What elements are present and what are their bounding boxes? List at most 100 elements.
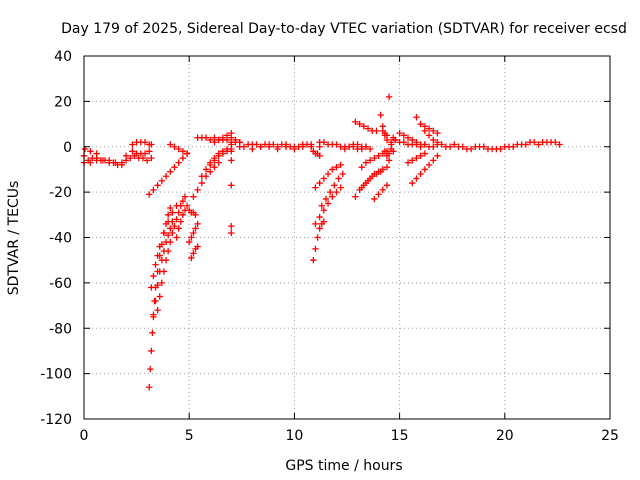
data-point [148,347,155,355]
data-point [320,139,328,146]
x-tick-label: 20 [496,428,514,444]
data-point [316,213,323,221]
data-point [421,123,429,130]
data-point [164,211,172,219]
data-point [240,143,248,150]
data-point [194,243,201,250]
data-point [430,136,437,144]
data-point [531,139,538,146]
data-point [383,132,391,139]
data-point [413,154,420,162]
data-point [459,143,466,150]
data-point [383,182,391,189]
data-point [331,182,338,189]
data-point [385,157,393,164]
data-point [175,145,182,153]
data-point [202,134,210,141]
data-point [118,161,126,169]
data-point [99,157,107,164]
y-tick-label: 20 [54,94,72,110]
data-point [192,225,199,232]
data-point [320,218,328,225]
data-point [167,168,174,175]
data-point [129,148,136,155]
data-point [141,139,149,146]
data-point [167,225,174,232]
data-point [413,114,420,121]
data-point [207,161,214,169]
data-point [409,179,416,187]
data-point [122,152,130,160]
data-point [177,218,184,225]
axis-ticks: 0 5 10 15 20 25 -120 -100 -80 -60 -40 -20 0 20 40 [40,49,619,444]
data-point [160,229,168,237]
data-point [312,220,319,228]
data-point [425,132,433,139]
data-point [167,204,174,212]
y-tick-label: 0 [63,140,72,156]
data-point [175,225,182,232]
data-point [211,163,218,171]
data-point [190,250,197,257]
data-point [154,182,161,189]
data-point [158,279,166,287]
data-point [404,159,412,166]
data-point [379,166,386,173]
data-point [228,129,235,137]
data-point [366,157,374,164]
data-point [387,145,395,153]
data-point [417,120,424,128]
data-point [446,143,454,150]
data-point [228,157,235,164]
data-point [556,141,563,148]
data-point [146,384,153,391]
data-point [392,136,399,144]
data-point [320,175,328,182]
data-point [413,175,420,182]
data-point [143,157,151,164]
data-point [186,238,193,246]
data-point [179,148,187,155]
data-point [167,238,174,246]
y-axis-label: SDTVAR / TECUs [6,181,22,296]
data-point [413,139,420,146]
data-point [497,145,504,153]
data-point [171,143,178,150]
data-point [371,195,378,203]
data-point [417,152,424,160]
data-point [333,163,340,171]
data-point [228,141,235,148]
data-point [360,123,368,130]
data-point [169,229,176,237]
data-point [316,225,323,232]
data-point [362,159,370,166]
data-point [211,139,218,146]
x-tick-label: 15 [391,428,409,444]
data-point [150,186,157,194]
data-point [219,150,227,157]
data-point [139,154,147,162]
data-point [219,134,227,141]
x-tick-label: 25 [601,428,619,444]
data-point [364,125,372,132]
data-point [158,177,166,184]
data-point [421,166,429,173]
data-point [337,161,344,169]
data-point [146,148,153,155]
data-point [375,168,382,175]
data-point [396,129,403,137]
data-point [175,159,182,166]
data-point [425,125,433,132]
data-point [451,141,458,148]
data-point [312,245,319,253]
data-point [329,166,336,173]
data-point [467,145,475,153]
data-point [183,202,191,209]
data-point [181,193,189,200]
y-tick-label: 40 [54,49,72,65]
data-point [312,184,319,191]
data-point [318,202,325,209]
data-point [341,145,349,153]
data-point [179,211,187,219]
data-point [421,141,429,148]
